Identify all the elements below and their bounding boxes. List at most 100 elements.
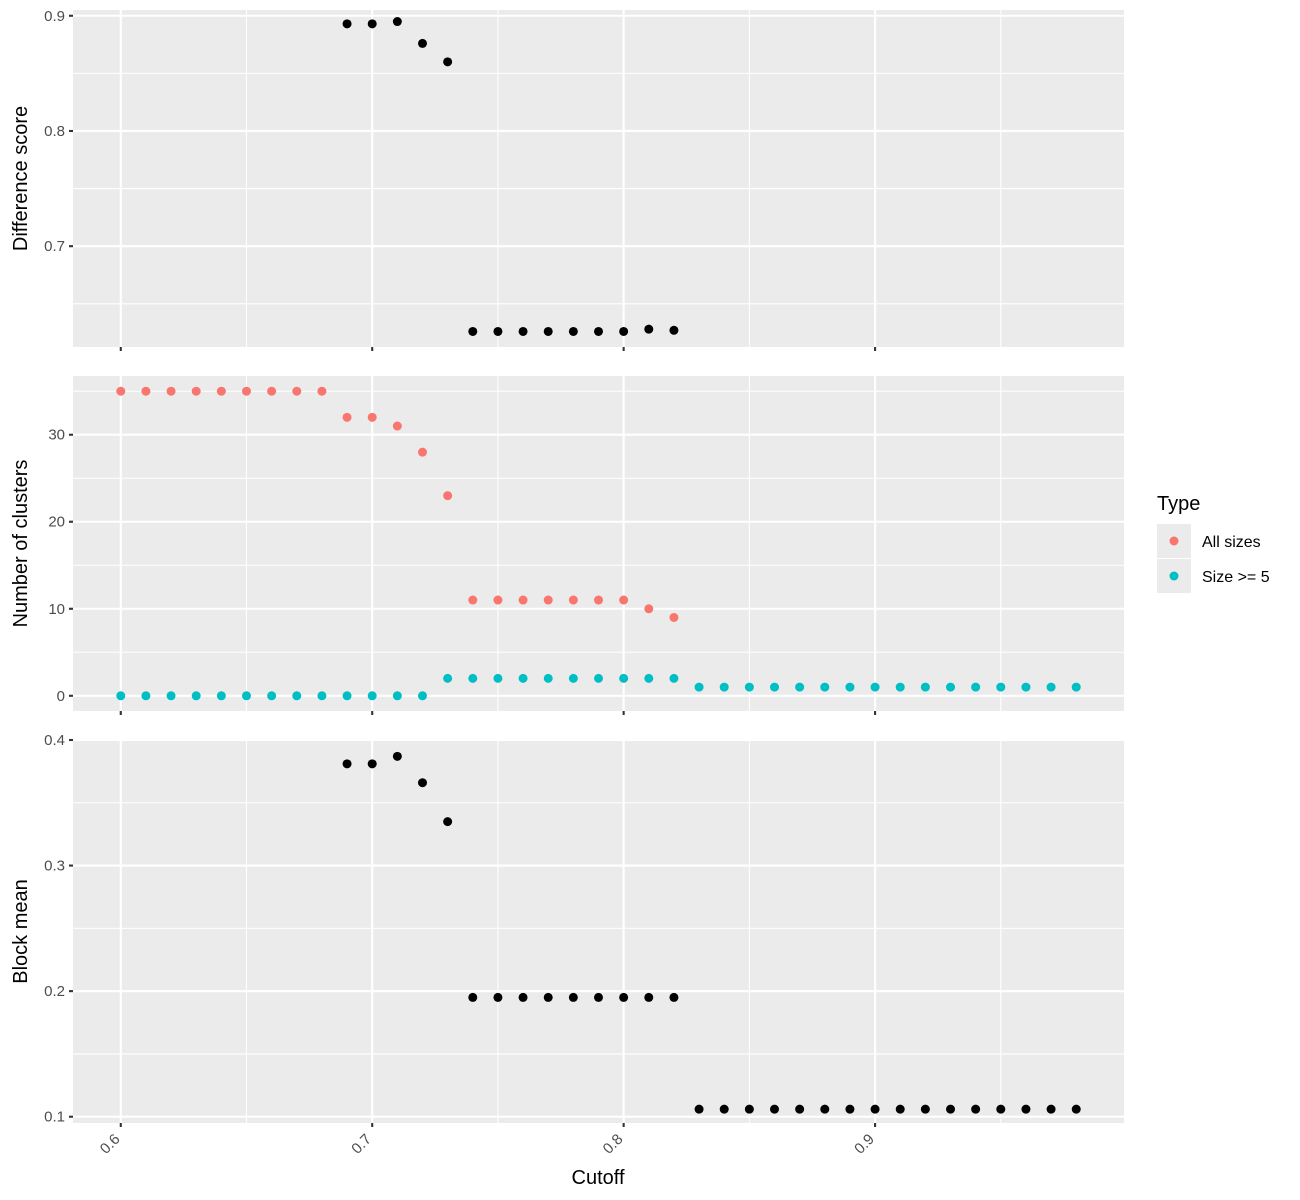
series-all-sizes: [116, 386, 679, 622]
y-tick-label: 0.9: [44, 8, 65, 25]
data-point: [166, 386, 176, 396]
data-point: [342, 759, 352, 769]
legend-label-size-5: Size >= 5: [1202, 569, 1270, 586]
data-point: [141, 386, 151, 396]
data-point: [191, 386, 201, 396]
panel-background: [73, 376, 1124, 711]
data-point: [367, 691, 377, 701]
y-axis-title: Block mean: [10, 879, 32, 984]
data-point: [895, 682, 905, 692]
legend: Type All sizes Size >= 5: [1157, 493, 1270, 593]
data-point: [568, 673, 578, 683]
data-point: [443, 673, 453, 683]
data-point: [594, 992, 603, 1002]
data-point: [1046, 682, 1056, 692]
y-axis-title: Difference score: [10, 106, 32, 251]
data-point: [443, 491, 453, 501]
y-tick-label: 0: [57, 688, 65, 705]
data-point: [568, 595, 578, 605]
series-size-5: [116, 673, 1081, 701]
data-point: [594, 326, 603, 336]
data-point: [996, 682, 1006, 692]
data-point: [443, 817, 453, 827]
data-point: [820, 1104, 830, 1114]
data-point: [543, 326, 553, 336]
data-point: [1046, 1104, 1056, 1114]
data-point: [795, 1104, 805, 1114]
data-point: [342, 19, 352, 29]
data-point: [694, 1104, 704, 1114]
data-point: [895, 1104, 905, 1114]
data-point: [468, 326, 478, 336]
data-point: [1071, 682, 1081, 692]
data-point: [694, 682, 704, 692]
panels: 0.7 0.8 0.9 Difference score 0 10 20 30 Number o…: [10, 8, 1124, 1158]
data-point: [1021, 1104, 1031, 1114]
data-point: [216, 386, 226, 396]
x-tick-label: 0.8: [600, 1131, 627, 1158]
data-point: [267, 691, 277, 701]
data-point: [845, 682, 855, 692]
data-point: [594, 595, 603, 605]
data-point: [1021, 682, 1031, 692]
data-point: [166, 691, 176, 701]
data-point: [417, 38, 427, 48]
x-tick-label: 0.9: [851, 1131, 878, 1158]
data-point: [971, 682, 981, 692]
data-point: [468, 595, 478, 605]
data-point: [920, 682, 930, 692]
series-points: [342, 751, 1081, 1114]
data-point: [644, 673, 654, 683]
data-point: [946, 1104, 956, 1114]
legend-dot-all-sizes: [1169, 536, 1179, 546]
data-point: [417, 447, 427, 457]
data-point: [216, 691, 226, 701]
data-point: [619, 673, 629, 683]
y-axis-title: Number of clusters: [10, 460, 32, 628]
data-point: [116, 386, 126, 396]
data-point: [317, 386, 327, 396]
data-point: [518, 673, 528, 683]
data-point: [719, 682, 729, 692]
x-tick-label: 0.7: [348, 1131, 375, 1158]
data-point: [669, 992, 679, 1002]
y-tick-label: 0.3: [44, 858, 65, 875]
data-point: [744, 682, 754, 692]
data-point: [543, 595, 553, 605]
data-point: [292, 386, 302, 396]
data-point: [971, 1104, 981, 1114]
data-point: [191, 691, 201, 701]
data-point: [1071, 1104, 1081, 1114]
data-point: [367, 759, 377, 769]
x-axis-title: Cutoff: [572, 1167, 625, 1189]
x-tick-label: 0.6: [97, 1131, 124, 1158]
data-point: [644, 604, 654, 614]
legend-title: Type: [1157, 493, 1200, 515]
data-point: [468, 673, 478, 683]
data-point: [845, 1104, 855, 1114]
legend-label-all-sizes: All sizes: [1202, 534, 1261, 551]
data-point: [795, 682, 805, 692]
y-tick-label: 0.4: [44, 732, 65, 749]
data-point: [241, 691, 251, 701]
panel-background: [73, 10, 1124, 347]
data-point: [342, 412, 352, 422]
data-point: [392, 691, 402, 701]
x-tick-labels: 0.6 0.7 0.8 0.9: [97, 1131, 878, 1158]
legend-dot-size-5: [1169, 571, 1179, 581]
data-point: [493, 595, 503, 605]
data-point: [468, 992, 478, 1002]
panel-number-of-clusters: 0 10 20 30 Number of clusters: [10, 376, 1124, 715]
data-point: [518, 326, 528, 336]
data-point: [870, 1104, 880, 1114]
data-point: [619, 992, 629, 1002]
y-tick-label: 0.1: [44, 1109, 65, 1126]
panel-background: [73, 740, 1124, 1123]
data-point: [669, 612, 679, 622]
data-point: [493, 992, 503, 1002]
data-point: [543, 992, 553, 1002]
data-point: [719, 1104, 729, 1114]
y-tick-label: 10: [48, 601, 65, 618]
data-point: [770, 1104, 780, 1114]
